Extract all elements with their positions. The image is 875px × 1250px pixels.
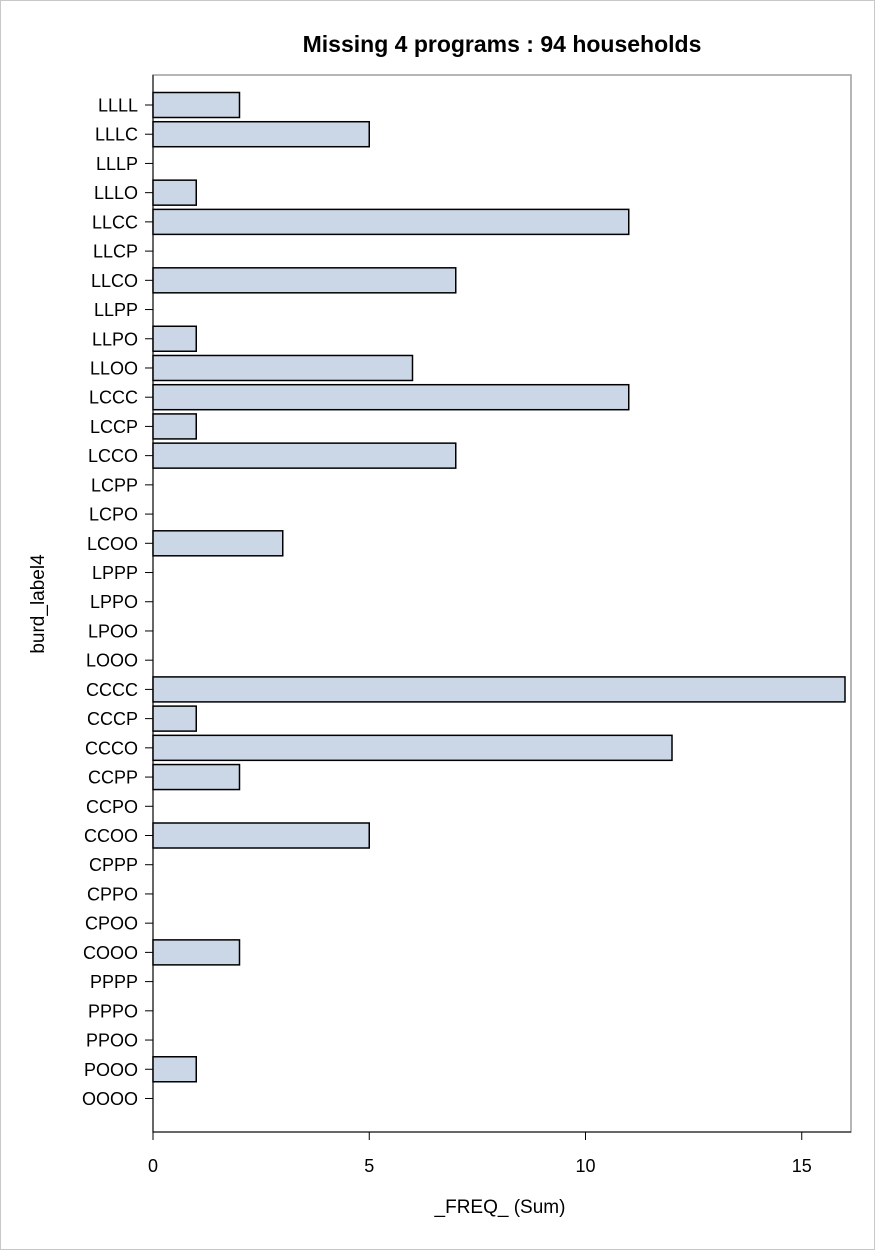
y-tick-label: CCCO [85,738,138,758]
bar-cccp [152,705,197,732]
x-tick-label: 5 [364,1156,374,1176]
y-tick-label: CCCP [87,709,138,729]
bar-lcoo [152,530,284,557]
y-tick-label: CPPP [89,855,138,875]
y-tick-label: CPPO [87,884,138,904]
bar-lllo [152,179,197,206]
bar-cooo [152,939,241,966]
x-axis: 0 5 10 15 [148,1131,851,1176]
y-tick-label: CCCC [86,680,138,700]
y-tick-label: CCOO [84,826,138,846]
y-tick-label: PPOO [86,1031,138,1051]
plot-area [152,74,852,1133]
y-tick-label: LCPO [89,505,138,525]
bar-lccp [152,413,197,440]
bar-llpo [152,325,197,353]
bars-group [152,91,846,1083]
bar-pooo [152,1056,197,1083]
y-tick-label: CPOO [85,914,138,934]
y-tick-label: LLLL [98,96,138,116]
y-tick-label: OOOO [82,1089,138,1109]
y-tick-label: COOO [83,943,138,963]
y-tick-label: POOO [84,1060,138,1080]
x-tick-label: 0 [148,1156,158,1176]
y-tick-label: LLPO [92,329,138,349]
y-tick-label: LLLO [94,183,138,203]
y-tick-label: LPOO [88,621,138,641]
bar-lcco [152,442,457,469]
y-tick-label: PPPO [88,1001,138,1021]
y-tick-label: LLLP [96,154,138,174]
y-tick-label: LCCP [90,417,138,437]
y-tick-label: CCPO [86,797,138,817]
y-tick-label: CCPP [88,768,138,788]
y-axis-title: burd_label4 [28,554,49,654]
bar-cccc [152,676,846,703]
bar-lloo [152,354,414,382]
x-tick-label: 15 [792,1156,812,1176]
bar-ccco [152,734,673,762]
y-tick-label: LLPP [94,300,138,320]
y-tick-label: LLCC [92,212,138,232]
y-tick-label: LCCO [88,446,138,466]
y-tick-label: LPPP [92,563,138,583]
bar-ccoo [152,822,370,849]
y-tick-label: LLOO [90,358,138,378]
y-tick-label: LCOO [87,534,138,554]
y-tick-label: LLCO [91,271,138,291]
bar-llco [152,267,457,294]
y-tick-label: LOOO [86,651,138,671]
chart-title: Missing 4 programs : 94 households [303,31,702,57]
bar-llcc [152,208,630,236]
y-tick-label: LPPO [90,592,138,612]
x-tick-label: 10 [575,1156,595,1176]
bar-lccc [152,383,630,411]
bar-llll [152,91,241,119]
y-tick-label: LLLC [95,125,138,145]
y-tick-label: LLCP [93,242,138,262]
bar-ccpp [152,763,241,791]
bar-lllc [152,120,370,148]
y-tick-label: LCCC [89,388,138,408]
y-tick-label: PPPP [90,972,138,992]
y-tick-label: LCPP [91,475,138,495]
x-axis-title: _FREQ_ (Sum) [434,1197,566,1218]
y-axis: LLLL LLLC LLLP LLLO LLCC LLCP LLCO LLPP LLPO LLOO… [82,75,154,1132]
